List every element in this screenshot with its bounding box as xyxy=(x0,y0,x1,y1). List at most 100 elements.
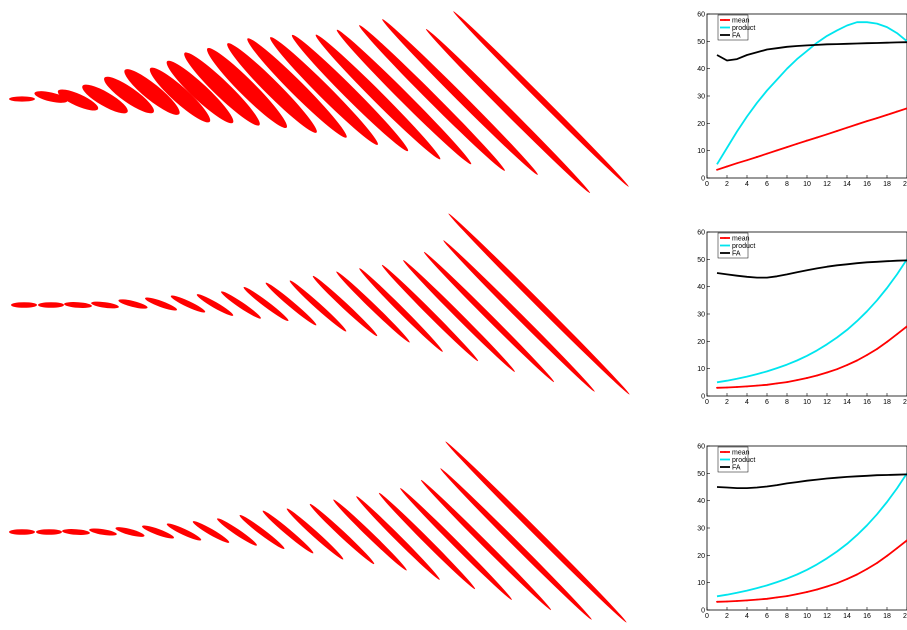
legend-marker xyxy=(724,19,726,21)
x-tick-label: 8 xyxy=(785,181,789,188)
y-tick-label: 0 xyxy=(701,608,705,615)
data-point-mean xyxy=(896,110,898,113)
legend-label: mean xyxy=(732,17,750,24)
glyph-ellipse xyxy=(309,503,375,565)
glyph-ellipse xyxy=(82,84,128,114)
glyph-ellipse xyxy=(166,523,202,541)
data-point-mean xyxy=(866,568,868,570)
data-point-mean xyxy=(796,142,798,145)
x-tick-label: 2 xyxy=(903,181,907,188)
x-tick-label: 2 xyxy=(903,613,907,620)
glyph-ellipse xyxy=(184,52,260,126)
ellipse-glyph-panel-3 xyxy=(9,441,627,623)
y-tick-label: 20 xyxy=(697,339,705,346)
data-point-mean xyxy=(736,386,738,388)
y-tick-label: 20 xyxy=(697,553,705,560)
glyph-ellipse xyxy=(356,496,440,580)
glyph-ellipse xyxy=(57,89,99,111)
series-line-product xyxy=(716,21,907,165)
glyph-ellipse xyxy=(425,28,591,194)
glyph-ellipse xyxy=(118,299,148,309)
series-line-product xyxy=(716,472,907,598)
data-point-mean xyxy=(736,162,738,165)
series-line-mean xyxy=(716,539,907,603)
data-point-mean xyxy=(836,368,838,371)
x-tick-label: 2 xyxy=(903,399,907,406)
glyph-ellipse xyxy=(312,275,378,337)
legend-label: mean xyxy=(732,235,750,242)
glyph-ellipse xyxy=(403,260,515,372)
y-tick-label: 30 xyxy=(697,94,705,101)
data-point-mean xyxy=(756,598,758,601)
y-tick-label: 60 xyxy=(697,12,705,19)
glyph-ellipse xyxy=(207,48,287,128)
glyph-ellipse xyxy=(104,76,154,114)
data-point-mean xyxy=(816,588,818,591)
data-point-mean xyxy=(796,593,798,596)
data-point-mean xyxy=(726,165,728,168)
glyph-ellipse xyxy=(141,525,175,539)
data-point-mean xyxy=(866,354,868,356)
line-chart-1: 0 10 20 30 40 50 60 0 2 4 6 8 10 12 14 16 18 2 meanproduct… xyxy=(697,12,907,188)
ellipse-glyph-panel-1 xyxy=(9,11,629,194)
data-point-mean xyxy=(866,120,868,123)
glyph-ellipse xyxy=(196,294,234,316)
data-point-mean xyxy=(786,381,788,383)
data-point-mean xyxy=(786,146,788,149)
data-point-mean xyxy=(826,133,828,136)
series-line-fa xyxy=(716,259,907,279)
legend-marker xyxy=(724,237,726,239)
data-point-mean xyxy=(776,149,778,152)
glyph-ellipse xyxy=(239,514,285,550)
glyph-ellipse xyxy=(453,11,629,187)
data-point-mean xyxy=(806,591,808,593)
glyph-ellipse xyxy=(62,529,90,535)
glyph-ellipse xyxy=(440,468,592,620)
y-tick-label: 40 xyxy=(697,498,705,505)
data-point-mean xyxy=(826,371,828,374)
data-point-mean xyxy=(736,600,738,602)
ellipse-glyph-panel-2 xyxy=(11,213,630,395)
x-tick-label: 10 xyxy=(803,613,811,620)
glyph-ellipse xyxy=(265,282,317,326)
y-tick-label: 30 xyxy=(697,312,705,319)
x-tick-label: 0 xyxy=(705,399,709,406)
glyph-ellipse xyxy=(289,280,347,332)
x-tick-label: 4 xyxy=(745,399,749,406)
data-point-mean xyxy=(896,547,898,550)
glyph-ellipse xyxy=(11,302,37,308)
data-point-mean xyxy=(846,126,848,129)
glyph-ellipse xyxy=(9,529,35,535)
series-line-product xyxy=(716,258,907,384)
glyph-ellipse xyxy=(9,96,35,102)
glyph-ellipse xyxy=(445,441,627,623)
glyph-ellipse xyxy=(286,508,344,560)
series-line-mean xyxy=(716,107,907,171)
series-layer xyxy=(716,472,907,603)
x-tick-label: 12 xyxy=(823,613,831,620)
x-tick-label: 12 xyxy=(823,399,831,406)
x-tick-label: 10 xyxy=(803,399,811,406)
glyph-ellipse xyxy=(336,271,410,343)
x-tick-label: 8 xyxy=(785,613,789,620)
data-point-mean xyxy=(816,136,818,139)
line-chart-3: 0 10 20 30 40 50 60 0 2 4 6 8 10 12 14 16 18 2 meanproduct… xyxy=(697,444,907,620)
data-point-mean xyxy=(856,123,858,126)
glyph-ellipse xyxy=(34,91,68,103)
y-tick-label: 10 xyxy=(697,580,705,587)
x-tick-label: 16 xyxy=(863,181,871,188)
glyph-ellipse xyxy=(144,297,178,311)
glyph-ellipse xyxy=(149,67,211,123)
glyph-ellipse xyxy=(420,479,552,611)
glyph-ellipse xyxy=(381,264,479,362)
data-point-mean xyxy=(796,379,798,382)
glyph-ellipse xyxy=(262,510,314,554)
data-point-mean xyxy=(886,554,888,557)
glyph-ellipse xyxy=(124,69,180,115)
glyph-ellipse xyxy=(192,521,230,543)
data-point-mean xyxy=(856,359,858,362)
glyph-ellipse xyxy=(400,488,512,600)
glyph-ellipse xyxy=(38,302,64,308)
legend-label: mean xyxy=(732,449,750,456)
x-tick-label: 2 xyxy=(725,181,729,188)
